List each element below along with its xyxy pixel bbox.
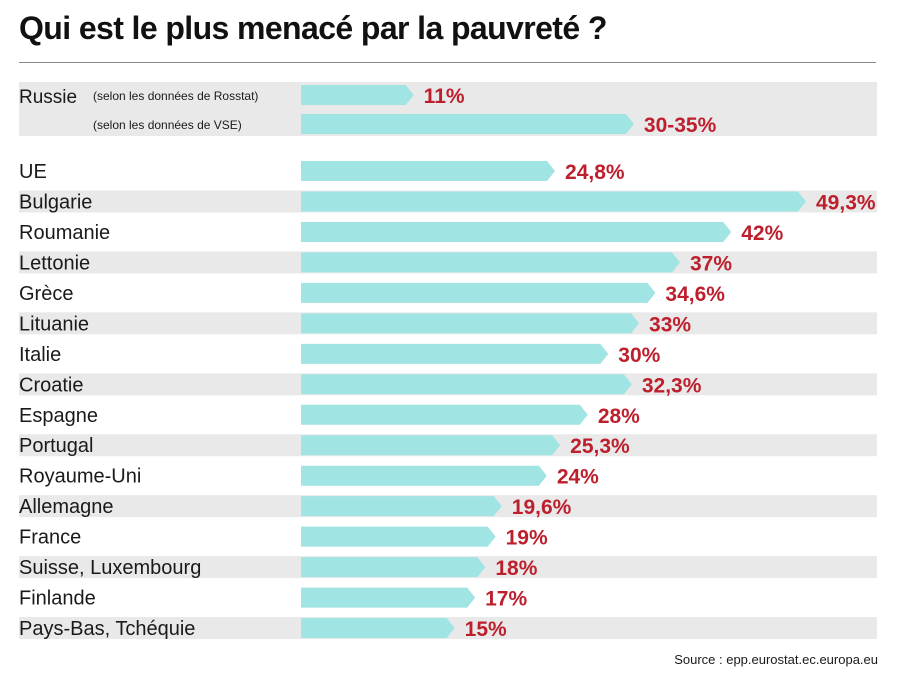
value-label: 18%: [495, 557, 537, 580]
country-label: Suisse, Luxembourg: [19, 557, 201, 579]
country-label: UE: [19, 161, 47, 183]
source-note: Source : epp.eurostat.ec.europa.eu: [674, 652, 878, 667]
bar: [301, 161, 556, 181]
country-label: Roumanie: [19, 222, 110, 244]
country-label: Grèce: [19, 283, 73, 305]
bar: [301, 404, 588, 425]
value-label: 19,6%: [512, 496, 572, 519]
country-label: Finlande: [19, 588, 96, 610]
chart-title: Qui est le plus menacé par la pauvreté ?: [19, 10, 607, 46]
value-label: 19%: [506, 527, 548, 550]
bar: [301, 343, 609, 364]
country-label: Bulgarie: [19, 191, 92, 213]
russia-bar: [301, 85, 414, 105]
value-label: 49,3%: [816, 191, 876, 214]
country-label: Croatie: [19, 374, 83, 396]
bar: [301, 282, 656, 303]
value-label: 25,3%: [570, 435, 630, 458]
bar: [301, 221, 732, 242]
value-label: 15%: [465, 618, 507, 641]
value-label: 37%: [690, 252, 732, 275]
country-label: Allemagne: [19, 496, 114, 518]
bar: [301, 313, 640, 334]
value-label: 42%: [741, 222, 783, 245]
bar: [301, 618, 455, 639]
country-label: Portugal: [19, 435, 94, 457]
country-label: France: [19, 527, 81, 549]
bar: [301, 465, 547, 486]
value-label: 24%: [557, 466, 599, 489]
bar: [301, 374, 632, 395]
russia-source-label: (selon les données de Rosstat): [93, 89, 258, 103]
bar: [301, 191, 806, 212]
country-label: Lituanie: [19, 313, 89, 335]
bar: [301, 252, 681, 273]
value-label: 34,6%: [665, 283, 725, 306]
russia-bar: [301, 114, 634, 134]
country-label: Lettonie: [19, 252, 90, 274]
country-label: Royaume-Uni: [19, 466, 141, 488]
bar: [301, 557, 486, 578]
bar: [301, 435, 561, 456]
bar: [301, 526, 496, 547]
value-label: 33%: [649, 313, 691, 336]
value-label: 30%: [618, 344, 660, 367]
bar: [301, 496, 502, 517]
value-label: 24,8%: [565, 161, 625, 184]
title-divider: [19, 62, 876, 63]
country-label: Pays-Bas, Tchéquie: [19, 618, 195, 640]
value-label: 32,3%: [642, 374, 702, 397]
country-label: Espagne: [19, 405, 98, 427]
russia-source-label: (selon les données de VSE): [93, 118, 242, 132]
russia-value-label: 30-35%: [644, 114, 717, 137]
value-label: 28%: [598, 405, 640, 428]
russia-value-label: 11%: [424, 85, 465, 108]
russia-label: Russie: [19, 87, 77, 108]
value-label: 17%: [485, 588, 527, 611]
country-label: Italie: [19, 344, 61, 366]
bar: [301, 587, 476, 608]
